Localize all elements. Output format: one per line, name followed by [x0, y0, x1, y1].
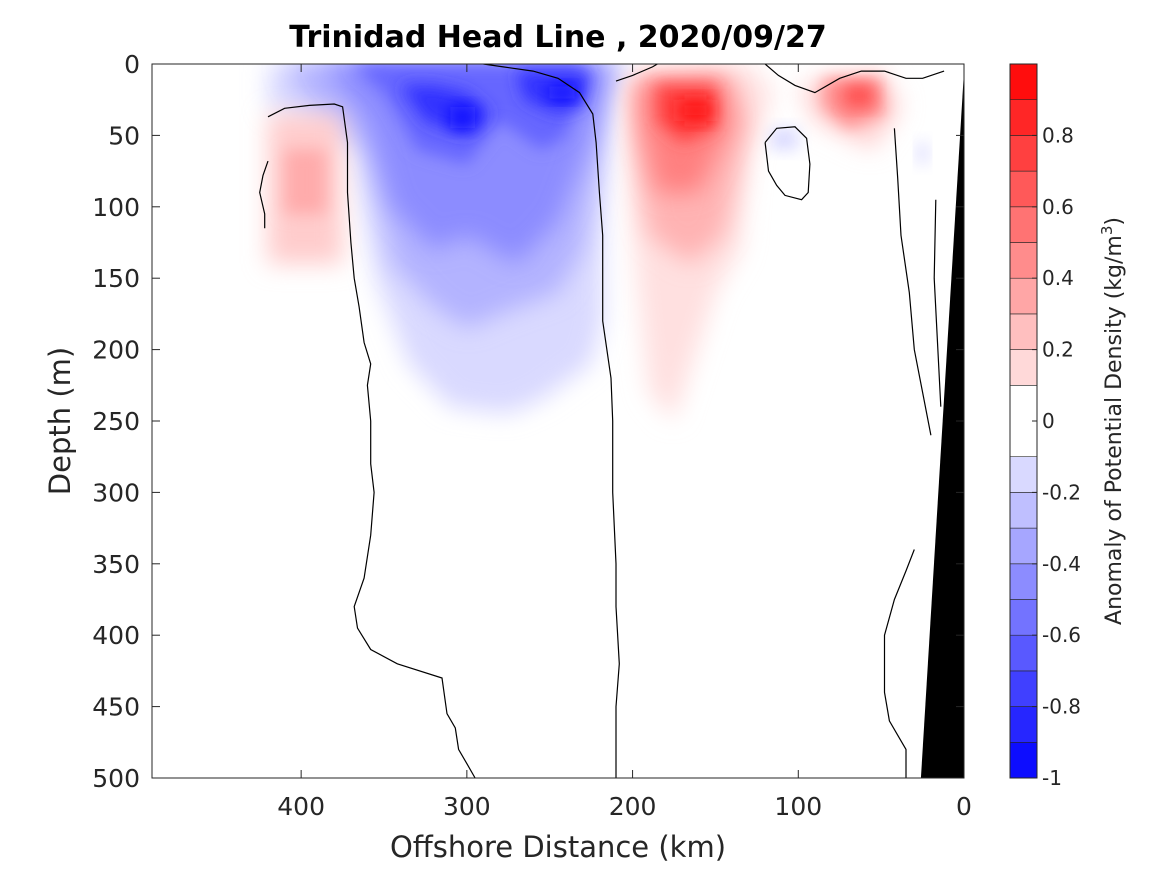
colorbar-tick-label: -1 [1042, 766, 1062, 790]
colorbar-label-suffix: ) [1102, 217, 1127, 226]
colorbar-segment [1009, 527, 1038, 565]
y-tick-label: 0 [124, 50, 140, 79]
y-tick-label: 450 [92, 693, 140, 722]
zero-contour [893, 128, 932, 436]
x-tick-label: 200 [609, 792, 657, 821]
y-tick-label: 500 [92, 764, 140, 793]
anomaly-region [679, 99, 713, 122]
y-tick-label: 300 [92, 478, 140, 507]
colorbar-tick-label: -0.6 [1042, 623, 1081, 647]
chart-title: Trinidad Head Line , 2020/09/27 [289, 20, 826, 55]
anomaly-region [284, 149, 326, 214]
zero-contour [883, 549, 915, 778]
density-anomaly-field [268, 64, 928, 421]
bathymetry-bottom [920, 71, 964, 778]
anomaly-region [844, 85, 873, 107]
colorbar-tick-label: -0.4 [1042, 552, 1081, 576]
colorbar: 0.8 0.6 0.4 0.2 0 -0.2 -0.4 -0.6 -0.8 -1 [1009, 63, 1081, 790]
colorbar-segment [1009, 277, 1038, 315]
y-axis-ticks: 0 50 100 150 200 250 300 350 400 450 500 [92, 50, 964, 793]
colorbar-segment [1009, 135, 1038, 172]
y-axis-label: Depth (m) [43, 347, 77, 495]
colorbar-segment [1009, 170, 1038, 208]
colorbar-segment [1009, 349, 1038, 386]
colorbar-segment [1009, 313, 1038, 350]
anomaly-region [917, 142, 928, 164]
colorbar-segment [1009, 242, 1038, 279]
y-tick-label: 150 [92, 264, 140, 293]
y-tick-label: 400 [92, 621, 140, 650]
x-tick-label: 100 [774, 792, 822, 821]
anomaly-region [549, 85, 575, 100]
y-tick-label: 350 [92, 550, 140, 579]
zero-contour [615, 64, 658, 82]
colorbar-segment [1009, 456, 1038, 493]
y-tick-label: 100 [92, 193, 140, 222]
zero-contour [267, 103, 476, 778]
colorbar-segment [1009, 63, 1038, 101]
x-tick-label: 400 [277, 792, 325, 821]
y-tick-label: 50 [108, 121, 140, 150]
colorbar-tick-label: 0.6 [1042, 195, 1074, 219]
colorbar-segment [1009, 741, 1038, 779]
colorbar-label-main: Anomaly of Potential Density (kg/m [1102, 235, 1127, 625]
colorbar-segment [1009, 706, 1038, 743]
colorbar-tick-label: 0 [1042, 409, 1055, 433]
colorbar-segment [1009, 670, 1038, 707]
zero-contour [764, 126, 811, 201]
x-tick-label: 0 [956, 792, 972, 821]
anomaly-region [770, 128, 799, 150]
colorbar-tick-label: 0.2 [1042, 338, 1074, 362]
colorbar-tick-label: 0.8 [1042, 123, 1074, 147]
zero-contour-lines [259, 64, 945, 778]
colorbar-segment [1009, 599, 1038, 636]
colorbar-label: Anomaly of Potential Density (kg/m3) [1098, 217, 1127, 625]
anomaly-region [450, 106, 476, 129]
colorbar-segment [1009, 206, 1038, 243]
colorbar-tick-label: 0.4 [1042, 266, 1074, 290]
colorbar-segment [1009, 563, 1038, 600]
zero-contour [483, 64, 620, 778]
zero-contour [259, 160, 269, 229]
x-axis-label: Offshore Distance (km) [390, 830, 726, 864]
colorbar-tick-label: -0.2 [1042, 480, 1081, 504]
x-axis-ticks: 400 300 200 100 0 [277, 64, 972, 821]
colorbar-segment [1009, 634, 1038, 672]
zero-contour [933, 199, 942, 407]
y-tick-label: 200 [92, 336, 140, 365]
zero-contour [764, 64, 945, 94]
colorbar-tick-label: -0.8 [1042, 695, 1081, 719]
y-tick-label: 250 [92, 407, 140, 436]
colorbar-segment [1009, 99, 1038, 136]
x-tick-label: 300 [443, 792, 491, 821]
colorbar-label-superscript: 3 [1098, 226, 1116, 236]
colorbar-segment [1009, 492, 1038, 529]
